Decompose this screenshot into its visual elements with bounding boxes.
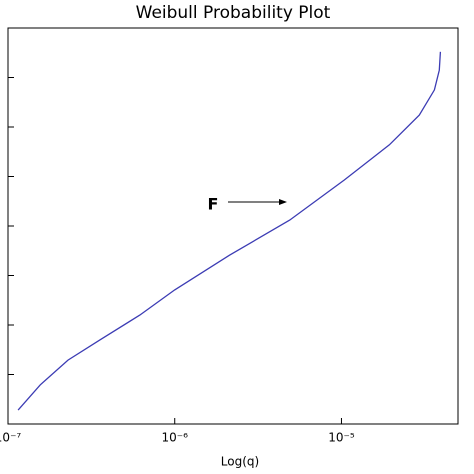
chart-title: Weibull Probability Plot (136, 3, 331, 23)
x-tick-label: 10⁻⁷ (0, 431, 21, 445)
annotation: F (208, 195, 219, 214)
plot-frame (7, 27, 459, 425)
x-tick-label: 10⁻⁵ (328, 431, 355, 445)
x-axis-label: Log(q) (221, 455, 259, 469)
x-tick-label: 10⁻⁶ (162, 431, 189, 445)
data-line (17, 51, 442, 411)
arrow-head (279, 199, 287, 205)
